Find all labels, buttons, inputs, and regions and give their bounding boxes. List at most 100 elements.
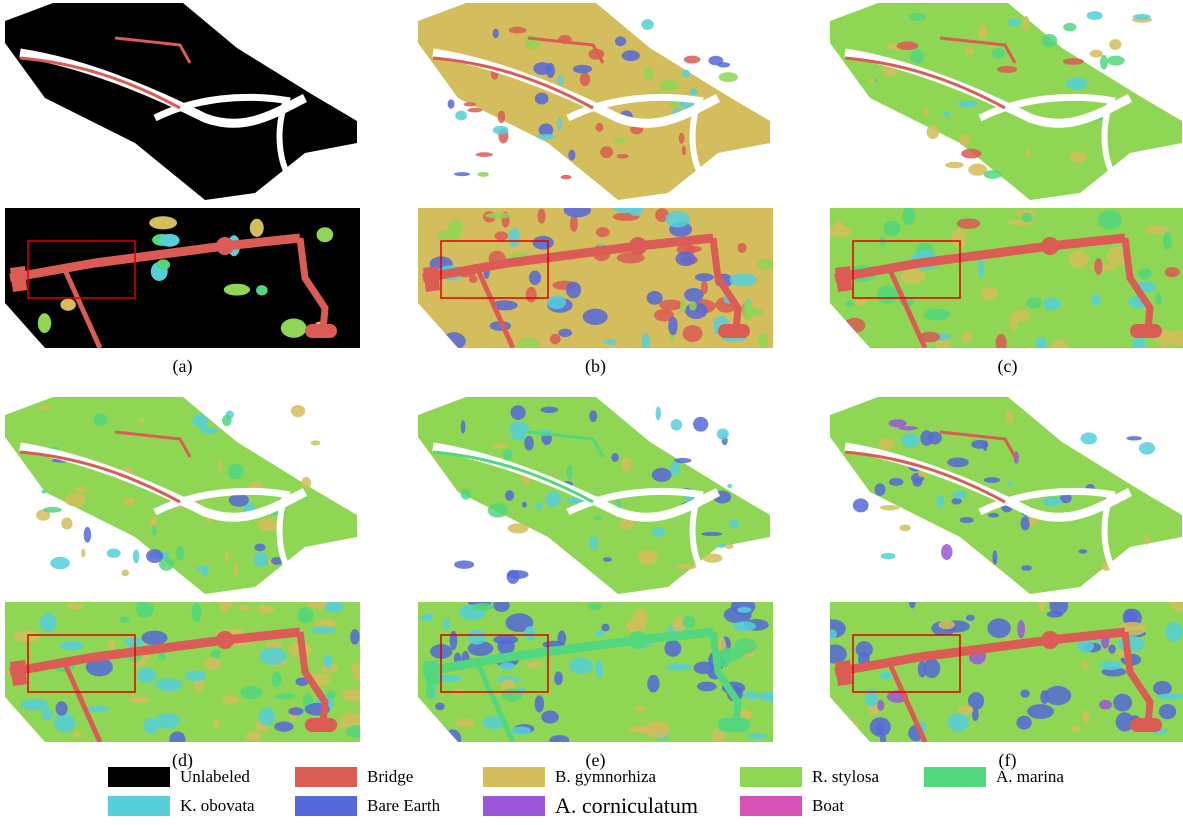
legend-swatch <box>295 767 357 787</box>
class-patch <box>467 107 483 113</box>
class-patch <box>670 461 680 476</box>
bridge-path <box>939 36 1017 64</box>
class-patch <box>653 309 674 322</box>
class-patch <box>587 603 603 611</box>
class-patch <box>883 220 901 236</box>
class-patch <box>106 639 116 651</box>
class-patch <box>447 99 455 109</box>
class-patch <box>151 525 157 536</box>
bridge-path <box>475 662 516 742</box>
class-patch <box>702 553 723 563</box>
class-patch <box>912 477 923 487</box>
class-patch <box>1086 11 1103 21</box>
class-patch <box>938 620 955 630</box>
class-patch <box>64 492 87 507</box>
bridge-platform <box>305 718 337 732</box>
legend-swatch <box>740 767 802 787</box>
class-patch <box>538 123 554 137</box>
class-patch <box>568 149 576 161</box>
class-patch <box>920 430 934 446</box>
class-patch <box>141 630 168 646</box>
class-patch <box>1020 516 1031 531</box>
class-patch <box>1059 493 1072 504</box>
class-patch <box>621 457 632 472</box>
class-patch <box>507 523 529 534</box>
zoom-map <box>418 602 773 742</box>
bridge-path <box>887 662 928 742</box>
class-patch <box>987 512 1000 518</box>
class-patch <box>227 463 244 480</box>
labeled-tree <box>223 283 251 296</box>
highlight-box <box>440 634 549 693</box>
class-patch <box>491 300 518 311</box>
bridge-path <box>834 233 1126 283</box>
class-patch <box>499 662 516 671</box>
class-patch <box>1109 39 1122 50</box>
class-patch <box>1046 610 1063 618</box>
class-patch <box>1027 704 1054 720</box>
class-patch <box>1158 703 1177 720</box>
class-patch <box>41 708 53 721</box>
zoom-map <box>418 208 773 348</box>
class-patch <box>123 637 143 648</box>
legend-swatch <box>924 767 986 787</box>
class-patch <box>1070 725 1080 733</box>
class-patch <box>874 483 886 496</box>
class-patch <box>351 662 360 675</box>
class-patch <box>655 406 661 421</box>
class-patch <box>1017 620 1025 639</box>
class-patch <box>637 549 659 565</box>
class-patch <box>674 457 692 464</box>
class-patch <box>1078 549 1088 554</box>
bridge-path <box>709 631 742 725</box>
water-edge <box>418 303 458 348</box>
class-patch <box>945 161 964 169</box>
class-patch <box>532 235 554 250</box>
class-patch <box>158 652 166 661</box>
class-patch <box>169 731 186 742</box>
class-patch <box>879 671 892 680</box>
bridge-platform <box>305 324 337 338</box>
class-patch <box>492 443 508 449</box>
class-patch <box>482 716 506 730</box>
class-patch <box>297 607 314 624</box>
class-patch <box>996 65 1018 73</box>
zoom-map <box>5 602 360 742</box>
class-patch <box>1038 602 1046 613</box>
bridge-path <box>9 627 301 677</box>
class-patch <box>923 105 928 117</box>
class-patch <box>41 489 47 494</box>
class-patch <box>876 722 885 735</box>
class-patch <box>1081 660 1088 670</box>
class-patch <box>589 410 598 423</box>
class-patch <box>1122 608 1137 627</box>
class-patch <box>497 110 506 124</box>
class-patch <box>290 404 306 418</box>
class-patch <box>253 552 269 568</box>
overview-map <box>418 3 773 203</box>
class-patch <box>442 618 450 631</box>
water-edge <box>830 697 870 742</box>
bridge-platform <box>216 237 234 255</box>
bridge-path <box>114 430 192 458</box>
class-patch <box>701 531 723 537</box>
class-patch <box>1005 410 1014 424</box>
class-patch <box>1091 294 1102 306</box>
class-patch <box>910 49 925 64</box>
class-patch <box>668 335 676 342</box>
class-patch <box>546 295 567 310</box>
class-patch <box>668 316 678 336</box>
class-patch <box>511 432 527 441</box>
class-patch <box>717 62 731 68</box>
class-patch <box>224 551 230 562</box>
river-channel <box>276 496 293 574</box>
class-patch <box>681 69 691 78</box>
overview-map <box>830 397 1183 597</box>
class-patch <box>879 504 900 511</box>
legend-label: Boat <box>812 796 845 815</box>
bridge-path <box>844 56 1006 110</box>
class-patch <box>923 658 941 679</box>
bridge-path <box>422 233 714 283</box>
river-channel <box>153 93 291 122</box>
class-patch <box>143 718 159 734</box>
